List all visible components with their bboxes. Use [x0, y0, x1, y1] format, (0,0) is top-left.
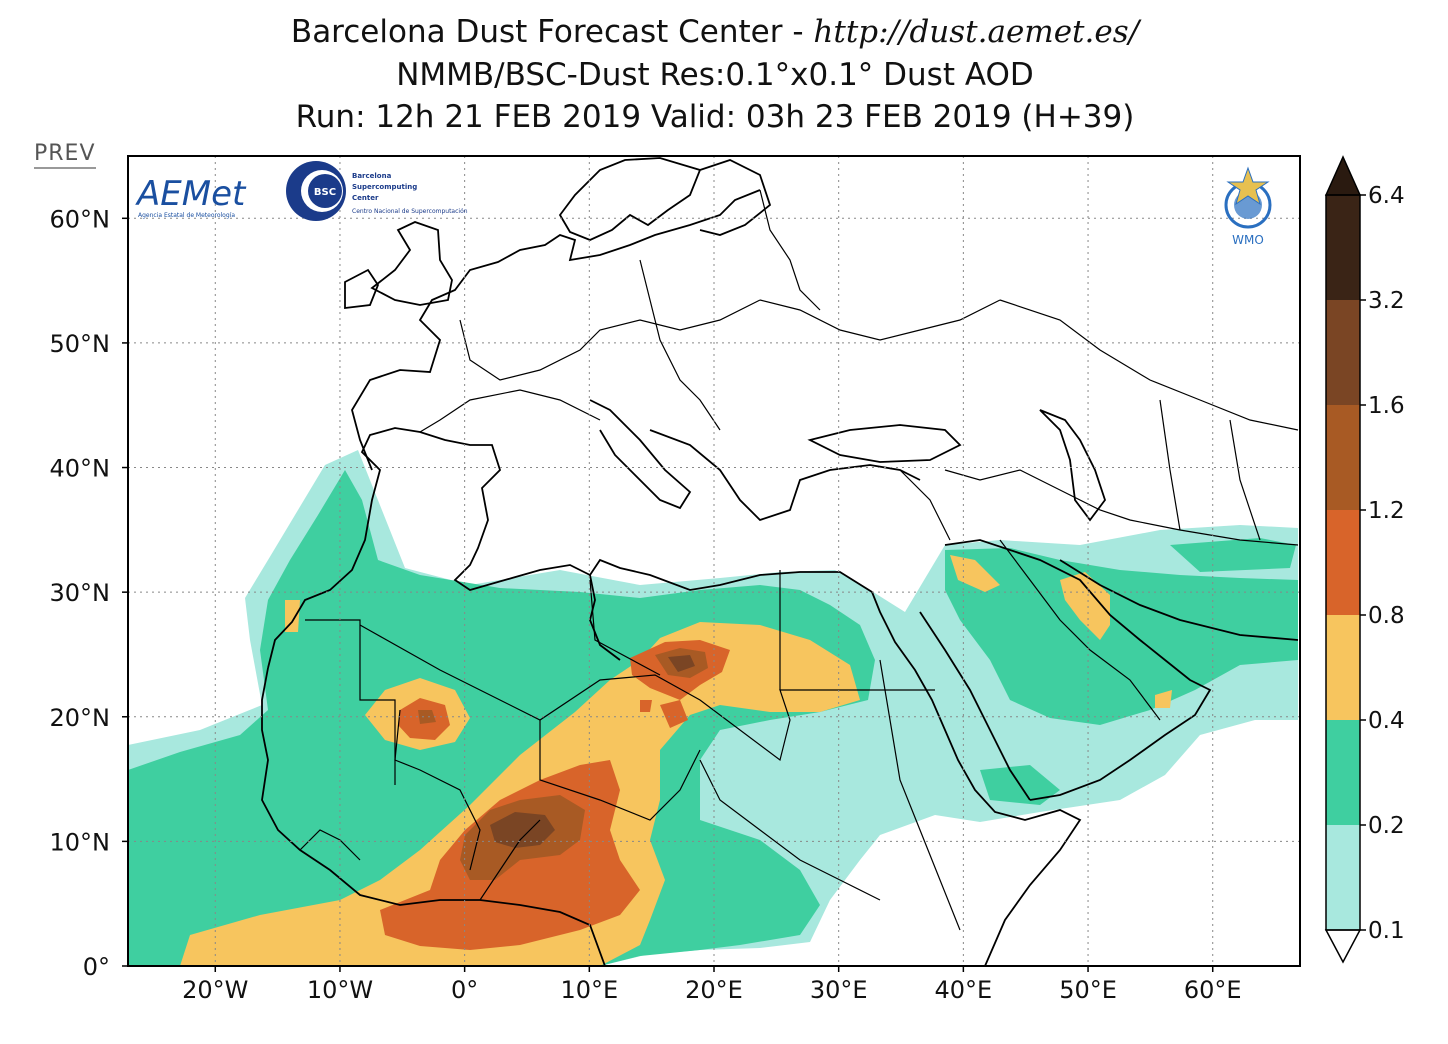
latitude-labels: 0° 10°N 20°N 30°N 40°N 50°N 60°N	[50, 205, 111, 981]
lat-tick-label: 60°N	[50, 205, 111, 233]
border-10	[639, 259, 721, 431]
coast-red-sea	[919, 611, 1031, 801]
coast-ireland	[344, 268, 380, 310]
dust-level-1-2	[418, 648, 708, 880]
lon-tick-label: 40°E	[935, 976, 993, 1004]
colorbar-level-label: 0.8	[1368, 603, 1405, 629]
colorbar-level-label: 0.2	[1368, 813, 1405, 839]
colorbar-level-label: 3.2	[1368, 288, 1405, 314]
coast-arabia	[944, 539, 1212, 801]
lon-tick-label: 0°	[451, 976, 478, 1004]
border-13	[944, 469, 1299, 546]
coast-atlantic-europe	[351, 189, 761, 471]
colorbar-extend-min	[1324, 929, 1362, 964]
lat-tick-label: 20°N	[50, 704, 111, 732]
border-21	[299, 829, 361, 861]
dust-level-0-4	[180, 555, 1172, 966]
border-16	[1159, 399, 1181, 531]
colorbar-frame	[1325, 194, 1361, 931]
chart-title-line-2: NMMB/BSC-Dust Res:0.1°x0.1° Dust AOD	[396, 57, 1034, 93]
bsc-logo-mark: BSC	[314, 187, 336, 198]
country-borders	[299, 189, 1299, 931]
lat-tick-label: 10°N	[50, 828, 111, 856]
wmo-logo-text: WMO	[1232, 233, 1264, 247]
coast-black-sea	[807, 424, 962, 463]
lon-tick-label: 50°E	[1059, 976, 1117, 1004]
coast-west-africa	[261, 667, 606, 966]
colorbar: 0.1 0.2 0.4 0.8 1.2 1.6 3.2 6.4	[1324, 155, 1405, 964]
bsc-name-line-3: Center	[352, 194, 379, 202]
aemet-logo-subtitle: Agencia Estatal de Meteorología	[138, 212, 235, 219]
wmo-logo: WMO	[1224, 166, 1272, 247]
colorbar-segment	[1326, 615, 1360, 720]
border-15	[899, 469, 951, 541]
colorbar-level-label: 0.1	[1368, 918, 1405, 944]
border-12	[999, 299, 1299, 431]
colorbar-segment	[1326, 300, 1360, 405]
lat-tick-label: 30°N	[50, 579, 111, 607]
lon-tick-label: 60°E	[1184, 976, 1242, 1004]
lon-tick-label: 10°W	[307, 976, 373, 1004]
wmo-star-icon	[1226, 166, 1270, 206]
lat-tick-label: 50°N	[50, 330, 111, 358]
colorbar-segment	[1326, 720, 1360, 825]
border-14	[999, 539, 1161, 721]
coast-balkans	[649, 429, 921, 522]
lon-tick-label: 20°W	[182, 976, 248, 1004]
bsc-logo-core	[308, 174, 342, 208]
dust-aod-field	[128, 450, 1298, 966]
border-19	[879, 659, 961, 931]
prev-link[interactable]: PREV	[34, 141, 96, 169]
lon-tick-label: 10°E	[560, 976, 618, 1004]
border-6	[589, 579, 661, 676]
coast-britain	[370, 221, 453, 306]
lat-tick-label: 40°N	[50, 455, 111, 483]
lon-tick-label: 20°E	[685, 976, 743, 1004]
colorbar-level-label: 1.6	[1368, 393, 1405, 419]
border-8	[459, 299, 761, 381]
border-3	[539, 720, 701, 821]
bsc-name-line-2: Supercomputing	[352, 183, 417, 191]
title-text: Barcelona Dust Forecast Center -	[290, 14, 814, 50]
coastlines	[261, 157, 1299, 966]
chart-title-line-1: Barcelona Dust Forecast Center - http://…	[0, 12, 1430, 52]
colorbar-level-label: 1.2	[1368, 498, 1405, 524]
aemet-logo-text: AEMet	[135, 174, 247, 214]
axis-ticks	[122, 217, 1214, 972]
colorbar-segment	[1326, 510, 1360, 615]
longitude-labels: 20°W 10°W 0° 10°E 20°E 30°E 40°E 50°E 60°E	[182, 976, 1241, 1004]
coast-iran	[1059, 559, 1299, 641]
dust-level-0-2	[128, 470, 1298, 966]
colorbar-level-label: 6.4	[1368, 183, 1405, 209]
border-7	[699, 759, 881, 901]
bsc-logo-subtitle: Centro Nacional de Supercomputación	[352, 208, 468, 215]
title-url: http://dust.aemet.es/	[813, 14, 1140, 50]
aemet-logo: AEMet Agencia Estatal de Meteorología	[135, 174, 247, 219]
colorbar-segment	[1326, 405, 1360, 510]
coast-europe-africa	[267, 427, 1082, 966]
border-1	[305, 619, 396, 785]
border-17	[1229, 419, 1261, 541]
colorbar-segment	[1326, 195, 1360, 300]
coast-scandinavia	[558, 157, 772, 241]
colorbar-segment	[1326, 825, 1360, 930]
border-4	[394, 709, 481, 871]
border-2	[359, 624, 935, 762]
coast-sahara-north	[589, 574, 621, 661]
border-18	[759, 189, 821, 311]
border-11	[759, 299, 1001, 341]
colorbar-extend-max	[1324, 155, 1362, 196]
chart-title-line-3: Run: 12h 21 FEB 2019 Valid: 03h 23 FEB 2…	[295, 99, 1135, 135]
lat-tick-label: 0°	[83, 953, 110, 981]
lon-tick-label: 30°E	[810, 976, 868, 1004]
border-9	[419, 389, 601, 433]
bsc-logo: BSC Barcelona Supercomputing Center Cent…	[286, 161, 468, 221]
colorbar-level-label: 0.4	[1368, 708, 1405, 734]
map-area	[128, 156, 1300, 966]
bsc-name-line-1: Barcelona	[352, 172, 392, 180]
coast-caspian	[1039, 409, 1107, 522]
dust-level-1-6	[490, 655, 695, 848]
border-20	[479, 819, 541, 901]
